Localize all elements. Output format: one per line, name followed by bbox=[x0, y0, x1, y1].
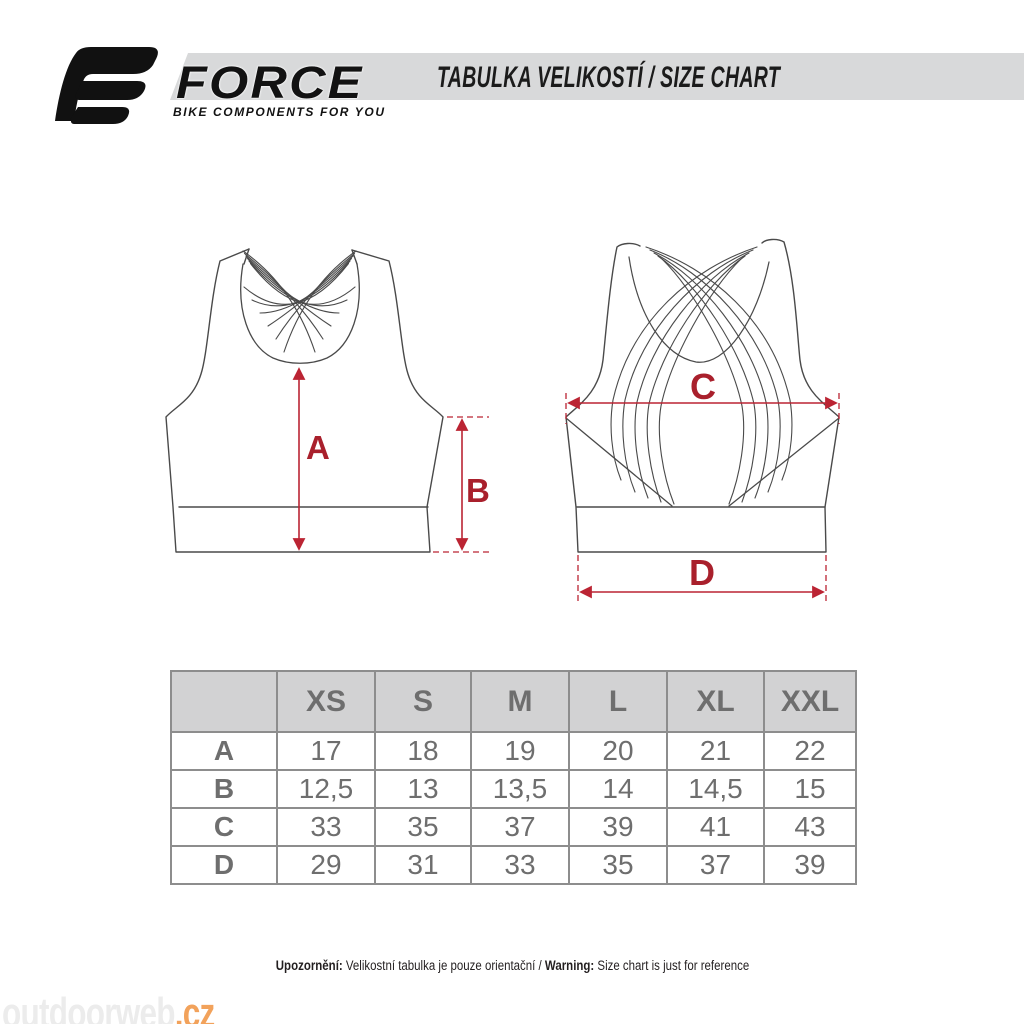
brand-tagline: BIKE COMPONENTS FOR YOU bbox=[173, 105, 386, 119]
size-cell: 37 bbox=[666, 845, 765, 885]
row-header: D bbox=[170, 845, 278, 885]
size-cell: 15 bbox=[763, 769, 857, 809]
size-table: XS S M L XL XXL A 17 18 19 20 21 22 B 12… bbox=[170, 670, 857, 885]
back-strap-lines bbox=[610, 246, 793, 505]
warning-cz-label: Upozornění: bbox=[275, 958, 343, 973]
size-cell: 19 bbox=[470, 731, 570, 771]
warning-en-text: Size chart is just for reference bbox=[593, 958, 749, 973]
bra-back-drawing bbox=[565, 238, 840, 553]
col-header-l: L bbox=[568, 670, 668, 733]
force-logo-mark-icon bbox=[55, 47, 158, 124]
size-cell: 14,5 bbox=[666, 769, 765, 809]
size-cell: 29 bbox=[276, 845, 376, 885]
size-cell: 33 bbox=[470, 845, 570, 885]
size-cell: 35 bbox=[374, 807, 472, 847]
table-row-b: B 12,5 13 13,5 14 14,5 15 bbox=[170, 769, 857, 809]
watermark-tld: .cz bbox=[174, 989, 216, 1024]
size-cell: 18 bbox=[374, 731, 472, 771]
row-header: A bbox=[170, 731, 278, 771]
size-cell: 13 bbox=[374, 769, 472, 809]
size-cell: 37 bbox=[470, 807, 570, 847]
size-cell: 14 bbox=[568, 769, 668, 809]
row-header: C bbox=[170, 807, 278, 847]
outdoorweb-watermark: outdoorweb.cz bbox=[2, 989, 216, 1024]
brand-wordmark: FORCE bbox=[176, 57, 364, 108]
table-row-c: C 33 35 37 39 41 43 bbox=[170, 807, 857, 847]
size-cell: 12,5 bbox=[276, 769, 376, 809]
size-cell: 39 bbox=[763, 845, 857, 885]
size-table-header-row: XS S M L XL XXL bbox=[170, 670, 857, 733]
bra-front-drawing bbox=[165, 248, 444, 553]
size-cell: 21 bbox=[666, 731, 765, 771]
size-cell: 33 bbox=[276, 807, 376, 847]
col-header-m: M bbox=[470, 670, 570, 733]
page-title-text: TABULKA VELIKOSTÍ / SIZE CHART bbox=[437, 61, 781, 94]
col-header-xs: XS bbox=[276, 670, 376, 733]
corner-cell bbox=[170, 670, 278, 733]
table-row-a: A 17 18 19 20 21 22 bbox=[170, 731, 857, 771]
size-cell: 17 bbox=[276, 731, 376, 771]
size-cell: 20 bbox=[568, 731, 668, 771]
row-header: B bbox=[170, 769, 278, 809]
col-header-s: S bbox=[374, 670, 472, 733]
warning-cz-text: Velikostní tabulka je pouze orientační / bbox=[342, 958, 545, 973]
size-cell: 13,5 bbox=[470, 769, 570, 809]
label-a: A bbox=[306, 429, 330, 466]
col-header-xl: XL bbox=[666, 670, 765, 733]
warning-note-text: Upozornění: Velikostní tabulka je pouze … bbox=[275, 957, 748, 976]
size-cell: 41 bbox=[666, 807, 765, 847]
label-c: C bbox=[690, 366, 716, 407]
warning-en-label: Warning: bbox=[544, 958, 594, 973]
col-header-xxl: XXL bbox=[763, 670, 857, 733]
dimension-arrows bbox=[292, 367, 840, 601]
label-d: D bbox=[689, 552, 715, 593]
table-row-d: D 29 31 33 35 37 39 bbox=[170, 845, 857, 885]
size-cell: 43 bbox=[763, 807, 857, 847]
dimension-labels: A B C D bbox=[306, 366, 716, 593]
size-cell: 39 bbox=[568, 807, 668, 847]
warning-note: Upozornění: Velikostní tabulka je pouze … bbox=[0, 957, 1024, 976]
label-b: B bbox=[466, 472, 490, 509]
front-strap-lines bbox=[242, 250, 357, 353]
size-cell: 22 bbox=[763, 731, 857, 771]
size-cell: 35 bbox=[568, 845, 668, 885]
size-cell: 31 bbox=[374, 845, 472, 885]
header-band bbox=[170, 53, 1024, 100]
page-title: TABULKA VELIKOSTÍ / SIZE CHART bbox=[437, 63, 965, 93]
watermark-name: outdoorweb bbox=[2, 989, 175, 1024]
